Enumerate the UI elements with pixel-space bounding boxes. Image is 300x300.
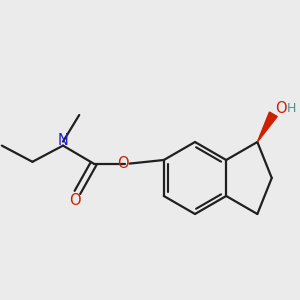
Text: N: N [58,133,68,148]
Text: O: O [70,193,81,208]
Polygon shape [257,112,277,142]
Text: O: O [117,156,128,171]
Text: H: H [286,102,296,115]
Text: O: O [275,101,287,116]
